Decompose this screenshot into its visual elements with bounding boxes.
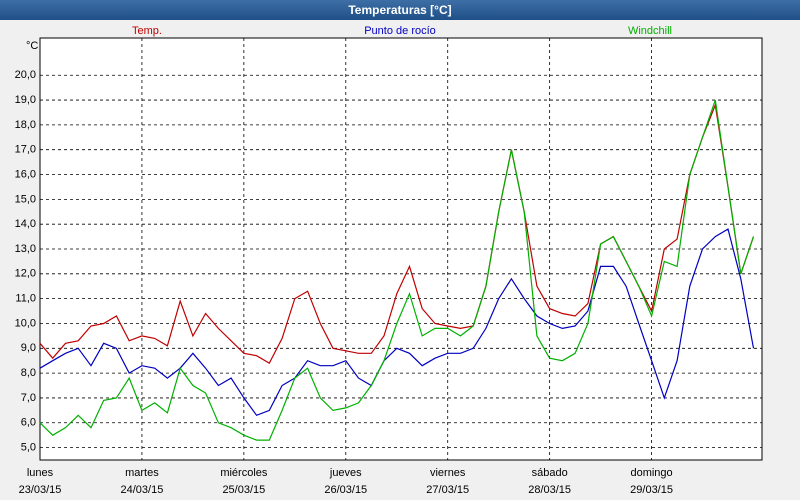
y-tick-label: 16,0 xyxy=(15,168,36,180)
x-tick-label: 29/03/15 xyxy=(630,484,673,496)
x-tick-label: lunes xyxy=(27,467,54,479)
x-tick-label: 28/03/15 xyxy=(528,484,571,496)
legend-label: Temp. xyxy=(132,25,162,37)
y-tick-label: 6,0 xyxy=(21,417,36,429)
y-tick-label: 9,0 xyxy=(21,342,36,354)
y-tick-label: 7,0 xyxy=(21,392,36,404)
y-tick-label: 10,0 xyxy=(15,317,36,329)
y-tick-label: 13,0 xyxy=(15,243,36,255)
chart: °C 5,0 6,0 7,0 8,0 9,0 10,0 11,0 12,0 13,0 14,0 15… xyxy=(15,25,763,496)
x-tick-label: 27/03/15 xyxy=(426,484,469,496)
x-tick-label: martes xyxy=(125,467,159,479)
y-tick-label: 20,0 xyxy=(15,69,36,81)
unit-label: °C xyxy=(26,40,38,52)
y-tick-label: 5,0 xyxy=(21,441,36,453)
x-tick-label: miércoles xyxy=(220,467,268,479)
x-tick-label: jueves xyxy=(329,467,362,479)
series-line xyxy=(39,99,755,441)
x-tick-label: sábado xyxy=(532,467,568,479)
y-tick-label: 17,0 xyxy=(15,144,36,156)
series-line xyxy=(39,228,755,417)
x-tick-label: viernes xyxy=(430,467,466,479)
x-tick-label: 23/03/15 xyxy=(19,484,62,496)
x-tick-label: 25/03/15 xyxy=(222,484,265,496)
x-tick-label: 26/03/15 xyxy=(324,484,367,496)
y-tick-label: 12,0 xyxy=(15,268,36,280)
x-tick-label: 24/03/15 xyxy=(121,484,164,496)
legend-label: Windchill xyxy=(628,25,672,37)
y-tick-label: 11,0 xyxy=(15,293,36,305)
legend-label: Punto de rocío xyxy=(364,25,436,37)
y-tick-label: 14,0 xyxy=(15,218,36,230)
title-bar: Temperaturas [°C] xyxy=(0,0,800,20)
y-tick-label: 19,0 xyxy=(15,94,36,106)
y-tick-label: 18,0 xyxy=(15,119,36,131)
y-tick-label: 8,0 xyxy=(21,367,36,379)
y-tick-label: 15,0 xyxy=(15,193,36,205)
x-tick-label: domingo xyxy=(630,467,672,479)
